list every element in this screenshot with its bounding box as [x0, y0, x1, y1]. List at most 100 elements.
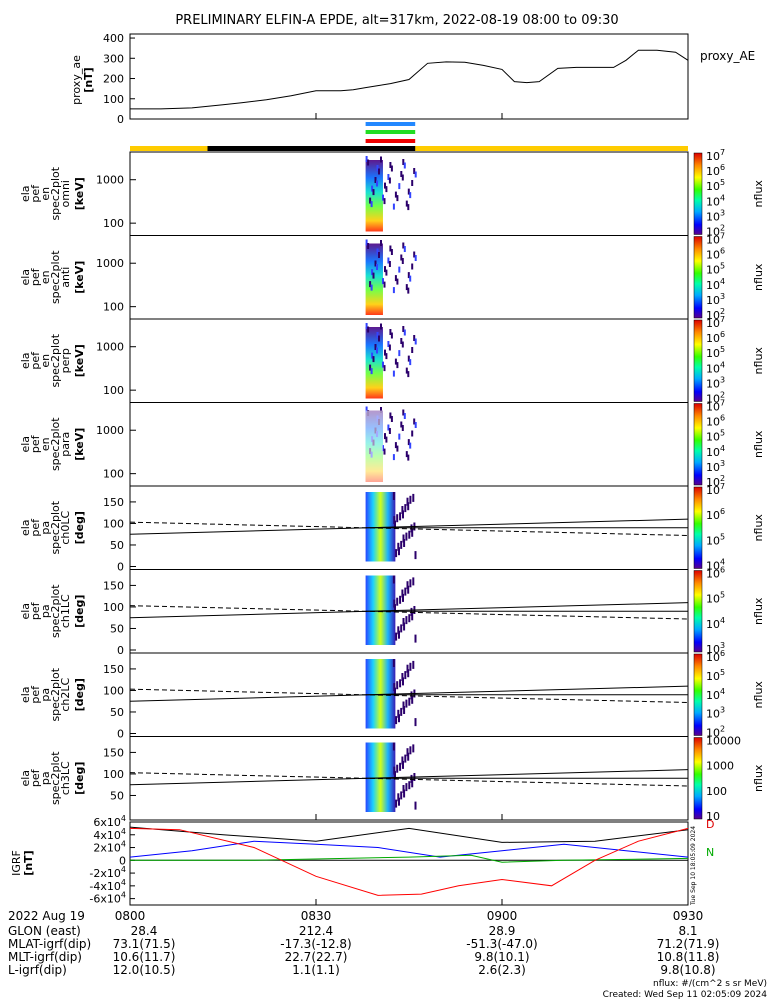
colorbar	[693, 319, 703, 402]
spectrogram-pixel	[389, 162, 392, 168]
spectrogram-pixel	[409, 275, 412, 282]
spectrogram-pixel	[367, 326, 370, 333]
spectrogram-pixel	[400, 421, 403, 428]
spectrogram-pixel	[367, 243, 370, 249]
pa-pixel	[393, 683, 396, 692]
pa-pixel	[399, 762, 402, 771]
spectrogram-pixel	[398, 266, 401, 273]
spectrogram-mask	[365, 410, 383, 482]
spectrogram-pixel	[369, 197, 372, 204]
igrf-frame	[129, 821, 689, 906]
colorbar-title: nflux	[752, 764, 765, 792]
colorbar-title: nflux	[752, 347, 765, 375]
pa-pixel	[411, 612, 414, 621]
pa-pixel	[409, 495, 412, 504]
spectrogram-pixel	[403, 413, 406, 419]
pa-pixel	[405, 699, 408, 708]
ylabel-unit: [deg]	[73, 511, 86, 544]
spectrogram-pixel	[409, 359, 412, 366]
footer-date: 2022 Aug 19	[8, 909, 85, 923]
svg-text:IGRF: IGRF	[10, 850, 23, 876]
pa-pixel	[407, 752, 410, 761]
colorbar-tick-label: 106	[706, 330, 725, 345]
pa-pixel	[402, 785, 405, 793]
colorbar	[693, 152, 703, 235]
spectrogram-pixel	[387, 424, 390, 431]
spectrogram-pixel	[407, 272, 410, 279]
spectrogram-pixel	[384, 349, 386, 356]
pa-pixel	[402, 760, 404, 769]
pa-pixel	[405, 532, 408, 541]
ylabel-line: pef	[29, 351, 42, 370]
spectrogram-pixel	[372, 272, 375, 279]
ytick-label: 100	[103, 517, 124, 530]
spectrogram-pixel	[396, 445, 399, 452]
spectrogram-pixel	[394, 442, 397, 449]
footer-row-label: L-igrf(dip)	[8, 963, 67, 977]
colorbar	[693, 737, 703, 820]
colorbar-tick-label: 105	[706, 591, 725, 606]
colorbar-tick-label: 105	[706, 345, 725, 360]
pa-pixel	[398, 797, 400, 806]
pa-pixel	[392, 492, 395, 500]
ae-ytick-label: 400	[103, 32, 124, 45]
ytick-label: 50	[110, 539, 124, 552]
footer-value: 12.0(10.5)	[113, 963, 176, 977]
pa-pixel	[406, 664, 409, 673]
ae-series-line	[130, 49, 689, 110]
spectrogram-pixel	[400, 338, 403, 344]
pa-pixel	[393, 599, 396, 608]
spectrogram-pixel	[414, 255, 417, 261]
spectrogram-pixel	[376, 264, 378, 270]
ae-legend-label: proxy_AE	[700, 49, 755, 63]
pa-pixel	[399, 512, 402, 521]
ylabel-line: para	[59, 432, 72, 457]
ytick-label: 1000	[96, 341, 124, 354]
colorbar-tick-label: 107	[706, 399, 725, 414]
ytick-label: 150	[103, 579, 124, 592]
spectrogram-pixel	[396, 278, 399, 285]
spectrogram-pixel	[376, 248, 379, 255]
ae-ytick-label: 200	[103, 73, 124, 86]
zone-marker-green	[365, 130, 416, 134]
colorbar	[693, 653, 703, 736]
spectrogram-pixel	[384, 182, 386, 189]
pa-pixel	[406, 497, 409, 506]
colorbar-title: nflux	[752, 681, 765, 709]
ae-ylabel: proxy_ae [nT]	[70, 55, 95, 105]
pa-pixel	[403, 622, 406, 631]
spectrogram-pixel	[392, 287, 395, 294]
pa-pixel	[409, 746, 412, 755]
ylabel-line: en	[39, 270, 52, 284]
ytick-label: 150	[103, 746, 124, 759]
svg-text:[nT]: [nT]	[22, 850, 35, 875]
anti-loss-cone-line	[129, 521, 689, 536]
ylabel-line: ela	[19, 686, 32, 703]
ytick-label: 50	[110, 706, 124, 719]
spectrogram-pixel	[388, 177, 391, 184]
spectrogram-pixel	[414, 171, 417, 178]
colorbar-tick-label: 104	[706, 444, 725, 459]
pa-pixel	[412, 577, 415, 586]
spectrogram-pixel	[394, 275, 397, 282]
pa-pixel	[400, 707, 403, 716]
spectrogram-pixel	[402, 326, 405, 332]
spectrogram-pixel	[371, 185, 374, 192]
ytick-label: 100	[103, 217, 124, 230]
spectrogram-pixel	[398, 433, 401, 440]
spectrogram-pixel	[411, 180, 414, 186]
spectrogram-pixel	[407, 204, 410, 211]
spectrogram-pixel	[388, 344, 391, 351]
footer-time: 0900	[487, 909, 518, 923]
pa-pixel	[414, 801, 417, 810]
colorbar-tick-label: 10000	[706, 735, 741, 748]
igrf-ytick-label: 2x104	[93, 840, 126, 855]
igrf-ytick-label: 0	[119, 854, 126, 867]
